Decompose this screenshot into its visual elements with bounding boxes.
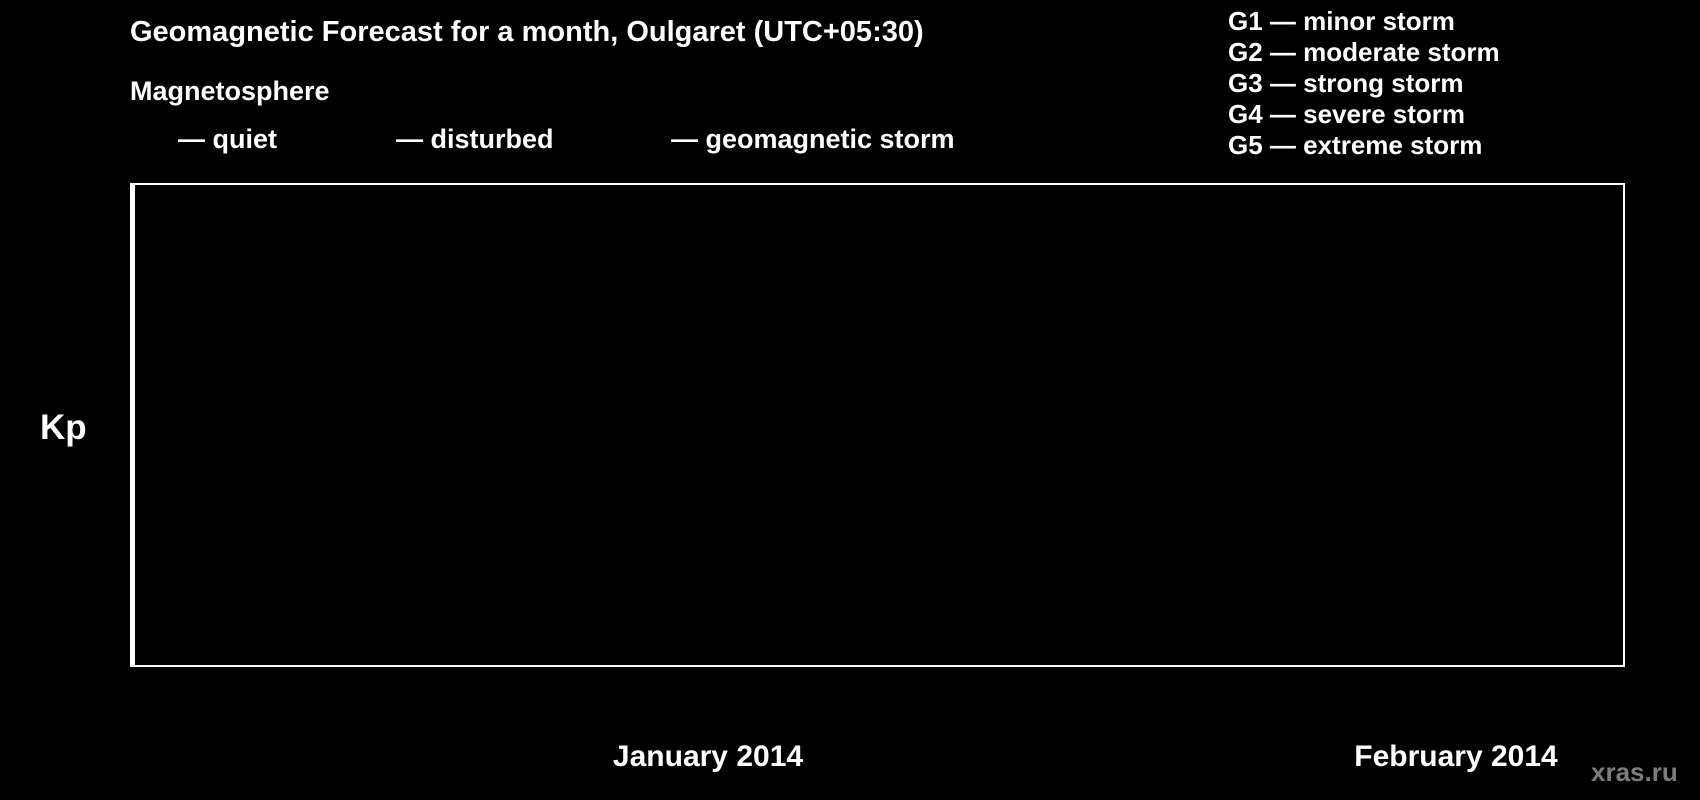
- storm-label: — geomagnetic storm: [671, 123, 955, 154]
- chart-title: Geomagnetic Forecast for a month, Oulgar…: [130, 16, 924, 48]
- g4-legend-line: G4 — severe storm: [1228, 99, 1466, 129]
- g3-legend-line: G3 — strong storm: [1228, 68, 1464, 98]
- month-label-february: February 2014: [1354, 740, 1558, 773]
- y-axis-label: Kp: [40, 408, 87, 447]
- day-axis: [130, 670, 1625, 715]
- disturbed-label: — disturbed: [396, 123, 554, 154]
- legend-item-quiet: — quiet: [130, 118, 277, 160]
- month-label-january: January 2014: [612, 740, 804, 773]
- storm-color-swatch: [623, 119, 659, 159]
- g1-legend-line: G1 — minor storm: [1228, 6, 1455, 36]
- g-scale-legend: G1 — minor storm G2 — moderate storm G3 …: [1228, 6, 1500, 161]
- legend-item-storm: — geomagnetic storm: [623, 118, 955, 160]
- magnetosphere-label: Magnetosphere: [130, 76, 330, 106]
- quiet-color-swatch: [130, 119, 166, 159]
- g2-legend-line: G2 — moderate storm: [1228, 37, 1500, 67]
- legend-item-disturbed: — disturbed: [348, 118, 554, 160]
- plot-area: [130, 183, 1625, 667]
- g5-legend-line: G5 — extreme storm: [1228, 130, 1483, 160]
- watermark: xras.ru: [1591, 757, 1678, 787]
- disturbed-color-swatch: [348, 119, 384, 159]
- month-separator-line: [132, 185, 135, 665]
- quiet-label: — quiet: [178, 123, 277, 154]
